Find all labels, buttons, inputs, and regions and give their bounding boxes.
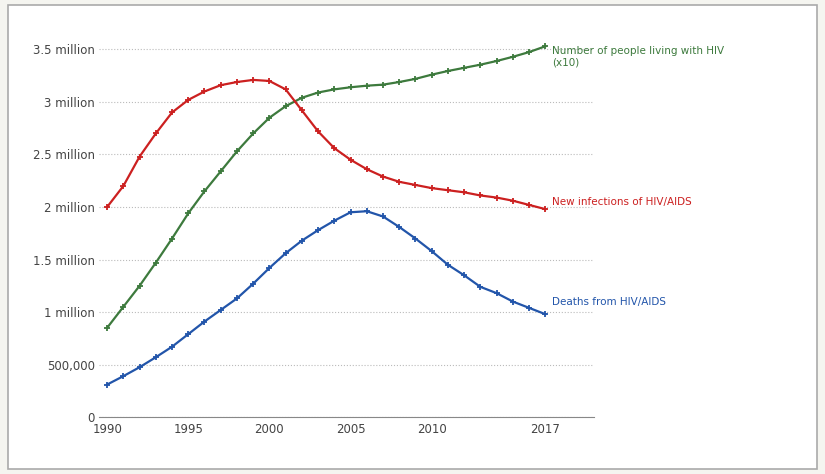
Text: New infections of HIV/AIDS: New infections of HIV/AIDS	[552, 197, 691, 207]
Text: Deaths from HIV/AIDS: Deaths from HIV/AIDS	[552, 297, 666, 307]
Text: Number of people living with HIV
(x10): Number of people living with HIV (x10)	[552, 46, 724, 68]
